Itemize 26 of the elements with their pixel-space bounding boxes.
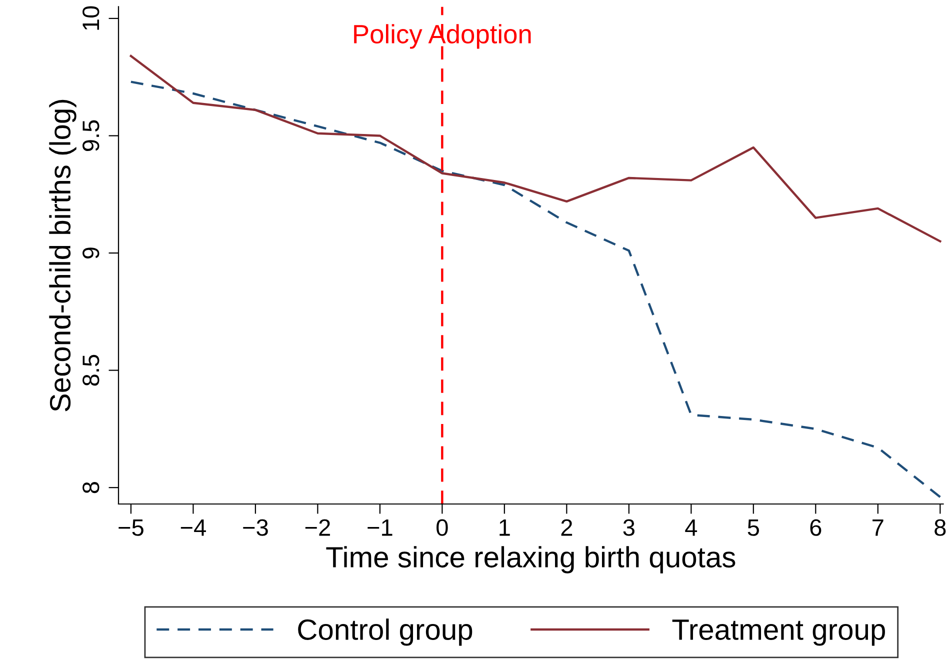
x-axis-title: Time since relaxing birth quotas [326, 546, 736, 574]
x-tick-label: 5 [748, 519, 759, 536]
y-tick-label: 8 [82, 482, 100, 494]
x-tick-label: 7 [872, 519, 884, 536]
x-tick-label: 0 [436, 519, 448, 536]
x-tick-label: −2 [305, 519, 330, 536]
ref-line-label: Policy Adoption [354, 24, 531, 49]
y-tick-label: 10 [82, 6, 100, 30]
x-tick-label: 2 [561, 519, 572, 536]
x-tick-label: −3 [243, 519, 268, 536]
y-tick-label: 8.5 [82, 354, 100, 386]
line-series [130, 80, 942, 498]
y-tick-label: 9.5 [82, 120, 100, 152]
x-tick-label: −1 [368, 519, 392, 536]
x-tick-label: −4 [180, 519, 206, 536]
y-tick-label: 9 [82, 248, 100, 258]
x-tick-label: 1 [500, 519, 510, 536]
x-tick-label: 4 [685, 519, 698, 536]
x-tick-label: 3 [623, 519, 634, 536]
legend-label: Control group [298, 618, 472, 646]
y-axis-title: Second-child births (log) [49, 100, 76, 412]
x-tick-label: 6 [810, 519, 822, 536]
x-tick-label: 8 [934, 519, 946, 536]
legend-label: Treatment group [672, 620, 885, 646]
x-tick-label: −5 [118, 519, 144, 536]
line-series [130, 54, 942, 242]
